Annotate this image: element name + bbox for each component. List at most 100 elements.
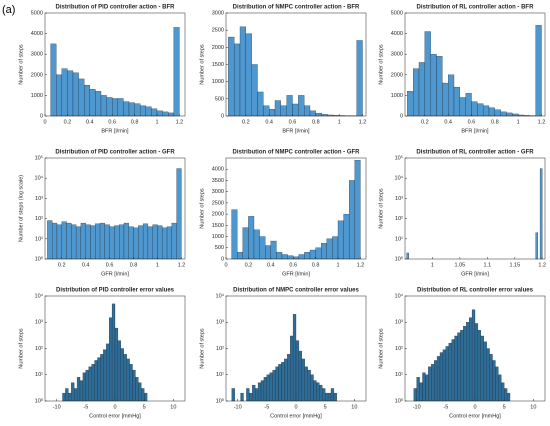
bar — [61, 68, 68, 117]
bar — [117, 98, 124, 117]
y-tick-label: 10³ — [216, 320, 224, 326]
bar — [145, 106, 152, 117]
x-tick-label: 0.4 — [82, 262, 90, 268]
y-tick-label: 10³ — [395, 320, 403, 326]
axes-box — [225, 157, 367, 260]
bar — [75, 226, 82, 260]
bar — [309, 110, 316, 117]
bar — [173, 27, 180, 117]
bar — [68, 392, 72, 402]
bar — [168, 112, 174, 117]
x-tick-label: 0.6 — [289, 262, 297, 268]
bar — [489, 354, 493, 402]
x-tick-label: 1 — [336, 262, 339, 268]
bar — [286, 95, 293, 117]
bar — [78, 78, 85, 117]
y-tick-label: 2500 — [212, 200, 224, 206]
bar — [249, 392, 253, 402]
bar — [56, 74, 62, 117]
bar — [47, 220, 53, 260]
histogram-panel: 0 0.2 0.4 0.6 0.8 1 1.2 0 1000 2000 3000 4000 5000 Di… — [18, 5, 186, 134]
y-tick-label: 3500 — [212, 178, 224, 184]
bar — [276, 252, 283, 260]
y-tick-label: 2000 — [212, 45, 224, 51]
bar — [332, 236, 339, 260]
bar — [287, 354, 291, 402]
x-tick-label: 1 — [431, 262, 434, 268]
y-tick-label: 10¹ — [216, 372, 224, 378]
bar — [431, 364, 435, 402]
bar — [74, 388, 78, 402]
histogram-panel: -10 -5 0 5 10 10⁰ 10¹ 10² 10³ 10⁴ Distribution of … — [199, 288, 367, 419]
bar — [67, 70, 74, 117]
bar — [304, 105, 311, 117]
bar — [418, 62, 425, 117]
bar — [465, 93, 472, 117]
x-axis-label: Control error [mmHg] — [449, 413, 501, 419]
bar — [333, 392, 337, 402]
bar — [103, 349, 107, 402]
bar — [506, 112, 513, 117]
x-tick-label: 0.6 — [106, 262, 114, 268]
x-tick-label: 0 — [224, 262, 227, 268]
bar — [321, 243, 327, 260]
bar — [120, 348, 124, 402]
bar — [114, 327, 119, 402]
bar — [138, 225, 144, 260]
bar — [434, 360, 438, 402]
x-axis-label: GFR [l/min] — [101, 271, 129, 277]
chart-title: Distribution of NMPC controller action -… — [233, 150, 361, 156]
y-axis-label: Number of steps — [199, 188, 205, 229]
x-tick-label: -10 — [413, 404, 421, 410]
bar — [133, 227, 139, 260]
x-tick-label: 0.4 — [444, 119, 452, 125]
histogram-panel: 0.2 0.4 0.6 0.8 1 1.2 0 500 1000 1500 2000 2500 3000… — [199, 5, 366, 135]
y-tick-label: 3000 — [391, 52, 403, 58]
bar — [151, 108, 158, 117]
histogram-panel: -10 -5 0 5 10 10⁰ 10¹ 10² 10³ 10⁴ Distribution of … — [18, 288, 186, 419]
x-tick-label: 1.05 — [455, 262, 466, 268]
bar — [95, 91, 102, 117]
bar — [269, 372, 273, 402]
y-tick-label: 10³ — [35, 320, 43, 326]
bar — [72, 72, 79, 117]
bar — [147, 226, 153, 260]
bar — [304, 366, 308, 402]
x-axis-label: GFR [l/min] — [461, 271, 489, 277]
bar — [407, 91, 414, 117]
bar — [325, 392, 329, 402]
x-axis-label: GFR [l/min] — [282, 271, 310, 277]
y-tick-label: 10⁰ — [395, 255, 404, 262]
bar — [84, 84, 90, 117]
bar — [240, 392, 244, 402]
bar — [448, 74, 455, 117]
bar — [162, 227, 168, 260]
bar — [135, 377, 139, 402]
bar — [142, 223, 149, 260]
bar — [298, 350, 302, 402]
bar — [419, 382, 423, 402]
y-axis-label: Number of steps (log scale) — [18, 175, 24, 242]
chart-title: Distribution of NMPC controller error va… — [233, 288, 359, 294]
bar — [62, 392, 66, 402]
x-tick-label: 1.2 — [178, 262, 186, 268]
bar — [257, 91, 264, 117]
bar — [89, 89, 96, 117]
x-tick-label: 10 — [170, 404, 176, 410]
bar — [228, 36, 235, 117]
bar — [307, 369, 311, 402]
bar — [231, 388, 235, 402]
x-tick-label: 0.2 — [64, 119, 72, 125]
bar — [52, 222, 58, 260]
bar — [104, 224, 110, 260]
bar — [79, 380, 84, 402]
y-tick-label: 1500 — [212, 223, 224, 229]
bar — [349, 180, 355, 260]
y-tick-label: 10⁴ — [35, 292, 44, 299]
bar — [231, 209, 238, 260]
bar — [326, 238, 333, 260]
y-axis-label: Number of steps — [378, 44, 384, 85]
bar — [260, 380, 265, 402]
bar — [123, 101, 130, 117]
x-tick-label: 1.2 — [357, 262, 365, 268]
